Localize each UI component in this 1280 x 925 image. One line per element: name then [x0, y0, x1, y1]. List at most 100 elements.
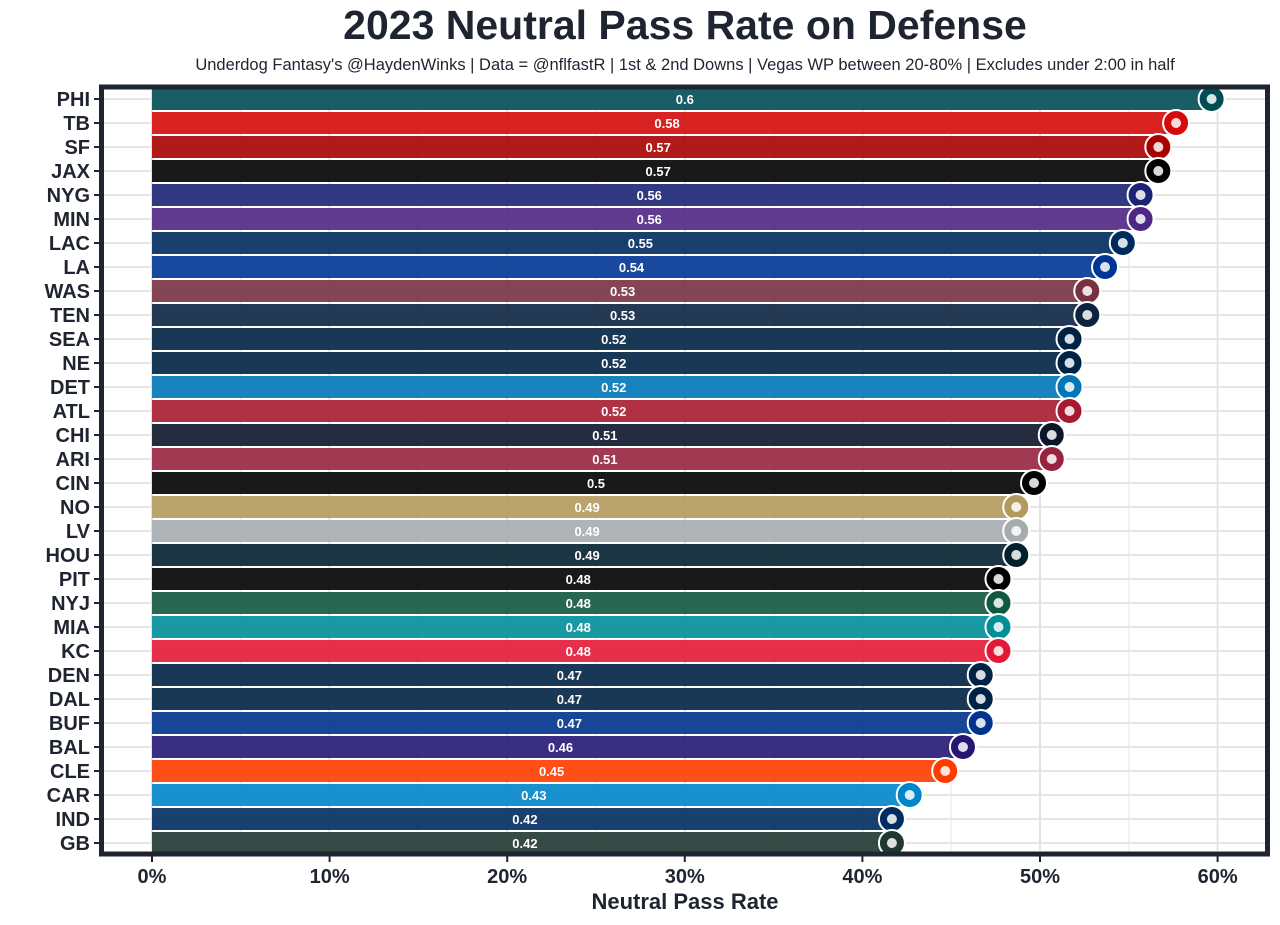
- value-label: 0.53: [610, 308, 635, 323]
- bar-chi: [152, 424, 1058, 446]
- team-label: NE: [62, 353, 90, 375]
- team-label: IND: [56, 809, 90, 831]
- bar-lac: [152, 232, 1129, 254]
- team-label: JAX: [51, 161, 91, 183]
- team-logo-nyg: [1126, 181, 1155, 209]
- value-label: 0.52: [601, 404, 626, 419]
- team-label: NO: [60, 497, 90, 519]
- bar-la: [152, 256, 1112, 278]
- value-label: 0.54: [619, 260, 645, 275]
- team-label: LAC: [49, 233, 90, 255]
- team-label: MIN: [53, 209, 90, 231]
- team-logo-car: [895, 781, 924, 809]
- bar-nyj: [152, 592, 1005, 614]
- team-logo-sf: [1144, 133, 1173, 161]
- value-label: 0.57: [646, 140, 671, 155]
- chart-title: 2023 Neutral Pass Rate on Defense: [343, 2, 1027, 48]
- team-logo-hou: [1002, 541, 1031, 569]
- team-label: CAR: [47, 785, 91, 807]
- team-logo-sea: [1055, 325, 1084, 353]
- value-labels: 0.6 0.58 0.57 0.57 0.56 0.56 0.55 0.54 0.53 0.53 0…: [512, 92, 694, 851]
- value-label: 0.55: [628, 236, 653, 251]
- value-label: 0.52: [601, 380, 626, 395]
- team-logo-min: [1126, 205, 1155, 233]
- x-tick-label: 20%: [487, 866, 527, 888]
- team-label: BAL: [49, 737, 90, 759]
- value-label: 0.56: [637, 212, 662, 227]
- team-label: ARI: [56, 449, 90, 471]
- bar-ne: [152, 352, 1076, 374]
- team-logo-tb: [1162, 109, 1191, 137]
- team-logo-no: [1002, 493, 1031, 521]
- team-label: CLE: [50, 761, 90, 783]
- team-label: PIT: [59, 569, 90, 591]
- team-label: SF: [64, 137, 90, 159]
- value-label: 0.49: [574, 500, 599, 515]
- team-logo-lv: [1002, 517, 1031, 545]
- team-label: WAS: [44, 281, 90, 303]
- team-logo-chi: [1037, 421, 1066, 449]
- plot-frame: [99, 84, 1270, 857]
- bar-atl: [152, 400, 1076, 422]
- x-tick-label: 40%: [842, 866, 882, 888]
- team-label: NYG: [47, 185, 90, 207]
- value-label: 0.53: [610, 284, 635, 299]
- team-logo-atl: [1055, 397, 1084, 425]
- value-label: 0.49: [574, 548, 599, 563]
- team-logo-ari: [1037, 445, 1066, 473]
- bar-car: [152, 784, 916, 806]
- team-label: CIN: [56, 473, 90, 495]
- bar-min: [152, 208, 1147, 230]
- x-axis-title: Neutral Pass Rate: [591, 889, 778, 914]
- value-label: 0.46: [548, 740, 573, 755]
- team-logo-buf: [966, 709, 995, 737]
- team-label: DEN: [48, 665, 90, 687]
- bar-nyg: [152, 184, 1147, 206]
- team-logo-mia: [984, 613, 1013, 641]
- team-label: DAL: [49, 689, 90, 711]
- value-label: 0.48: [566, 572, 591, 587]
- team-logo-dal: [966, 685, 995, 713]
- value-label: 0.43: [521, 788, 546, 803]
- bar-hou: [152, 544, 1023, 566]
- value-label: 0.52: [601, 332, 626, 347]
- x-tick-label: 60%: [1198, 866, 1238, 888]
- bar-no: [152, 496, 1023, 518]
- bar-gb: [152, 832, 898, 854]
- team-label: TB: [63, 113, 90, 135]
- bar-mia: [152, 616, 1005, 638]
- x-tick-label: 50%: [1020, 866, 1060, 888]
- team-label: ATL: [53, 401, 90, 423]
- team-logo-lac: [1108, 229, 1137, 257]
- value-label: 0.6: [676, 92, 694, 107]
- team-logo-bal: [948, 733, 977, 761]
- value-label: 0.56: [637, 188, 662, 203]
- team-label: GB: [60, 833, 90, 855]
- bar-ten: [152, 304, 1094, 326]
- chart-subtitle: Underdog Fantasy's @HaydenWinks | Data =…: [195, 56, 1175, 74]
- value-label: 0.47: [557, 692, 582, 707]
- bar-phi: [152, 88, 1218, 110]
- bar-den: [152, 664, 987, 686]
- logo-markers: [877, 85, 1226, 857]
- bar-buf: [152, 712, 987, 734]
- bar-cle: [152, 760, 952, 782]
- bar-dal: [152, 688, 987, 710]
- team-label: BUF: [49, 713, 90, 735]
- x-tick-label: 0%: [138, 866, 167, 888]
- value-label: 0.49: [574, 524, 599, 539]
- value-label: 0.58: [654, 116, 679, 131]
- team-label: SEA: [49, 329, 90, 351]
- value-label: 0.47: [557, 668, 582, 683]
- value-label: 0.48: [566, 644, 591, 659]
- team-logo-jax: [1144, 157, 1173, 185]
- team-logo-pit: [984, 565, 1013, 593]
- team-label: HOU: [46, 545, 90, 567]
- team-logo-phi: [1197, 85, 1226, 113]
- bar-det: [152, 376, 1076, 398]
- bars: [152, 88, 1218, 854]
- team-logo-cin: [1020, 469, 1048, 497]
- team-label: LV: [66, 521, 91, 543]
- team-label: PHI: [57, 89, 90, 111]
